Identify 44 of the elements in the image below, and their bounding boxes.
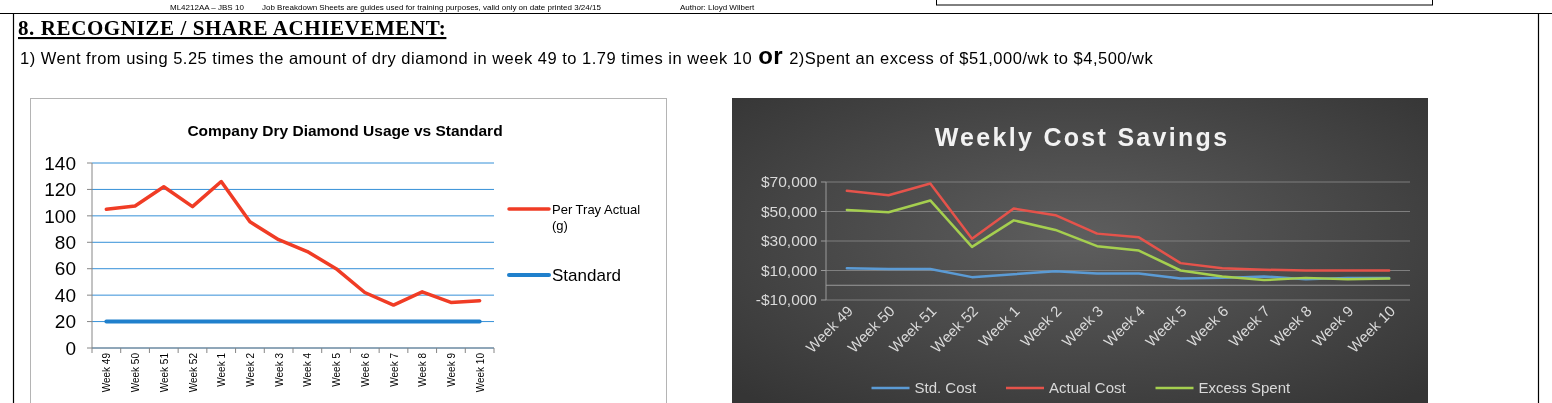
legend-label: Standard: [552, 265, 621, 285]
text: or: [758, 42, 784, 69]
line-series: [845, 199, 1391, 282]
y-tick-label: 100: [44, 205, 76, 227]
y-tick-label: 40: [54, 284, 76, 306]
x-tick-label: Week 6: [359, 352, 371, 387]
x-tick-label: Week 10: [474, 352, 486, 393]
x-tick-label: Week 3: [273, 352, 285, 387]
x-tick-label: Week 1: [216, 352, 228, 387]
text: Author: Lloyd Wilbert: [680, 3, 756, 12]
y-tick-label: 80: [54, 231, 76, 253]
y-tick-label: 60: [54, 258, 76, 280]
y-tick-label: 20: [54, 311, 76, 333]
x-tick-label: Week 5: [331, 352, 343, 387]
x-tick-label: Week 50: [130, 352, 142, 393]
legend-label: Excess Spent: [1198, 379, 1292, 397]
text: Job Breakdown Sheets are guides used for training purposes, valid only on date printed 3/24/15: [262, 3, 602, 12]
y-tick-label: -$10,000: [755, 291, 818, 309]
chart-title: Weekly Cost Savings: [934, 123, 1230, 151]
x-tick-label: Week 2: [244, 352, 256, 387]
line-series: [845, 182, 1391, 272]
x-tick-label: Week 49: [101, 352, 113, 393]
text: 8. RECOGNIZE / SHARE ACHIEVEMENT:: [18, 16, 447, 40]
line-series: [104, 179, 482, 307]
text: 1) Went from using 5.25 times the amount of dry diamond in week 49 to 1.79 times in week 10: [20, 49, 753, 67]
y-tick-label: 0: [65, 337, 76, 359]
y-tick-label: $10,000: [760, 261, 818, 279]
x-tick-label: Week 8: [417, 352, 429, 387]
x-tick-label: Week 9: [445, 352, 457, 387]
text: ML4212AA – JBS 10: [170, 3, 245, 12]
x-tick-label: Week 4: [302, 352, 314, 387]
legend-label: Actual Cost: [1049, 379, 1127, 397]
x-tick-label: Week 51: [158, 352, 170, 393]
legend-label: Std. Cost: [914, 379, 978, 397]
legend-label: Per Tray Actual (g): [552, 201, 641, 234]
y-tick-label: $50,000: [760, 202, 818, 220]
text: 2)Spent an excess of $51,000/wk to $4,500/wk: [789, 49, 1154, 67]
y-tick-label: 120: [44, 179, 76, 201]
y-tick-label: $30,000: [760, 232, 818, 250]
x-tick-label: Week 52: [187, 352, 199, 393]
x-tick-label: Week 7: [388, 352, 400, 387]
y-tick-label: 140: [44, 152, 76, 174]
y-tick-label: $70,000: [760, 173, 818, 191]
chart-title: Company Dry Diamond Usage vs Standard: [187, 122, 503, 139]
